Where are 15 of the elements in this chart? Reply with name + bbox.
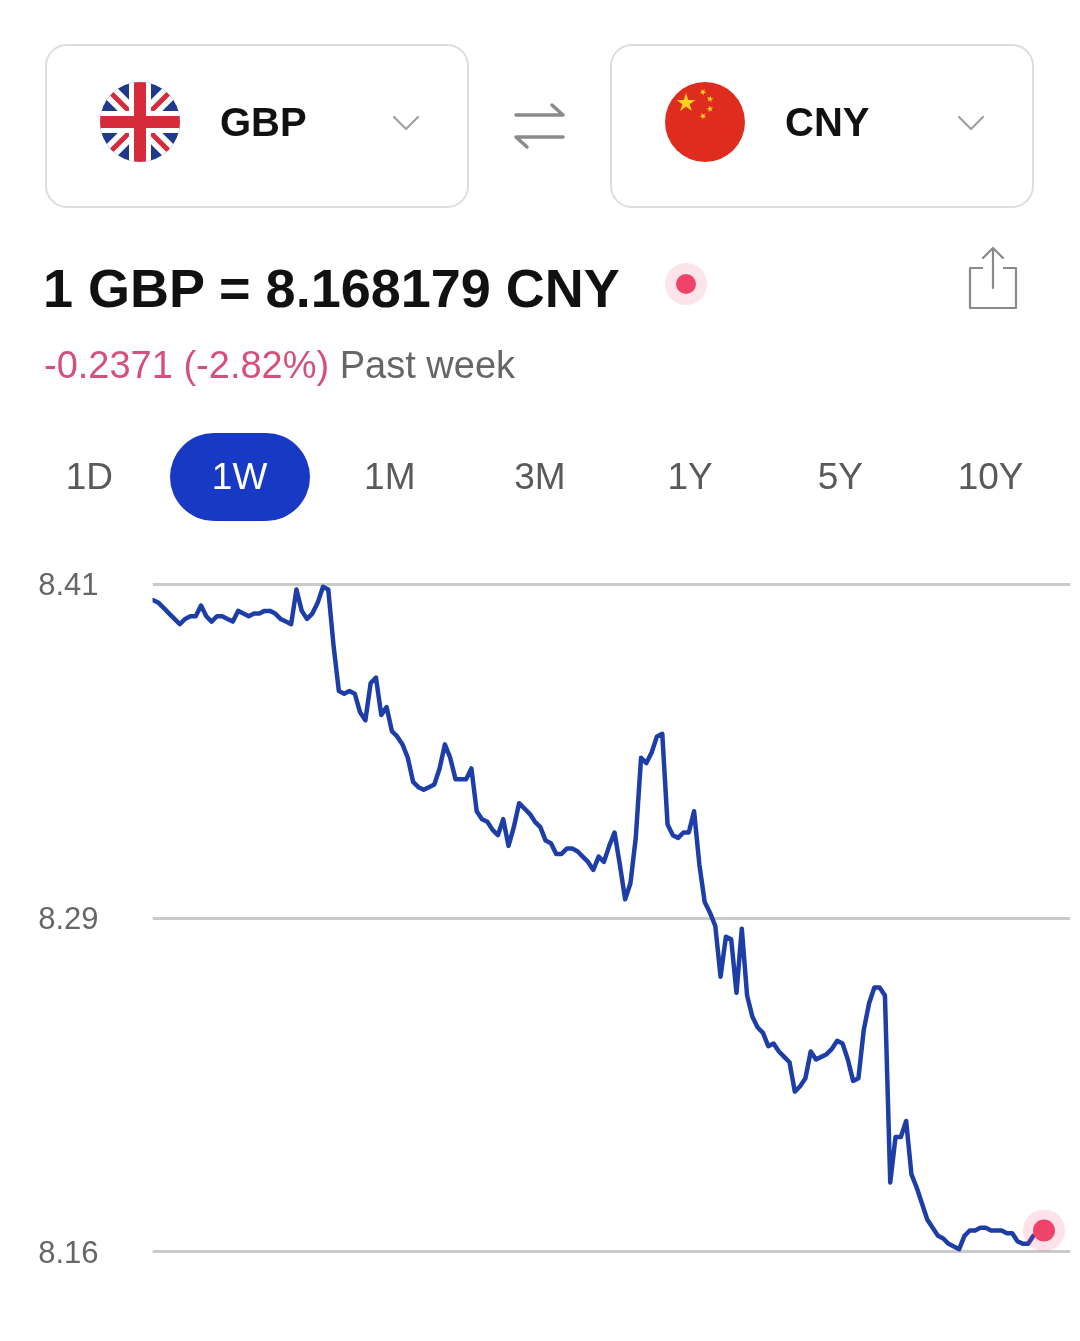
text: 3M xyxy=(513,455,567,499)
y-tick-label: 8.41 xyxy=(38,567,99,603)
text: 5Y xyxy=(816,455,864,499)
text: 1W xyxy=(210,455,269,499)
y-tick-label: 8.29 xyxy=(38,901,99,936)
text: Past week xyxy=(339,344,516,386)
y-tick-label: 8.16 xyxy=(38,1234,99,1270)
chart-subtitle: -0.2371 (-2.82%) xyxy=(44,344,330,386)
text: 1Y xyxy=(666,455,714,499)
text: 1M xyxy=(363,455,417,499)
text: 1D xyxy=(64,455,115,499)
text: CNY xyxy=(785,99,870,146)
text: GBP xyxy=(220,99,307,146)
text: 10Y xyxy=(956,455,1025,499)
chart-title: 1 GBP = 8.168179 CNY xyxy=(43,257,620,320)
